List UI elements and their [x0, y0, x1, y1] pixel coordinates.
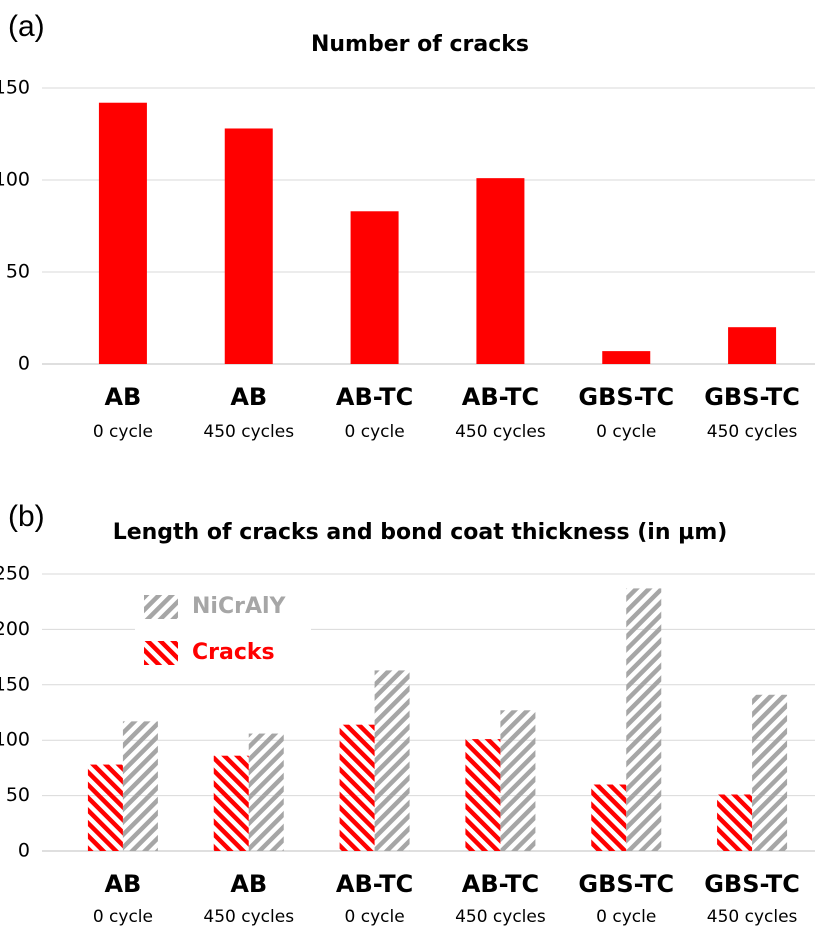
x-tick-sublabel: 450 cycles [455, 907, 546, 927]
y-tick-label: 50 [6, 784, 30, 806]
x-tick-sublabel: 0 cycle [345, 907, 405, 927]
x-tick-sublabel: 450 cycles [707, 907, 798, 927]
bar [500, 710, 536, 851]
x-tick-label: AB [104, 383, 141, 411]
panel-label: (a) [8, 10, 45, 43]
x-tick-sublabel: 450 cycles [203, 422, 294, 442]
bar [339, 724, 375, 851]
legend-label: Cracks [192, 640, 275, 665]
y-tick-label: 150 [0, 673, 30, 695]
x-tick-label: AB-TC [462, 383, 539, 411]
bar [374, 670, 410, 851]
y-tick-label: 100 [0, 729, 30, 751]
x-tick-sublabel: 0 cycle [93, 907, 153, 927]
bar [728, 327, 777, 364]
x-tick-label: GBS-TC [578, 870, 674, 898]
y-tick-label: 250 [0, 563, 30, 585]
x-tick-sublabel: 450 cycles [203, 907, 294, 927]
y-tick-label: 0 [18, 353, 30, 375]
x-tick-label: AB-TC [336, 870, 413, 898]
y-tick-label: 50 [6, 261, 30, 283]
bar [717, 794, 753, 851]
chart-title: Number of cracks [311, 32, 529, 57]
x-tick-label: GBS-TC [704, 870, 800, 898]
bar [224, 128, 273, 364]
x-tick-label: AB [230, 870, 267, 898]
bar [626, 588, 662, 851]
y-tick-label: 100 [0, 169, 30, 191]
legend-swatch [144, 595, 178, 619]
bar [98, 102, 147, 364]
x-tick-label: AB [104, 870, 141, 898]
bar [350, 211, 399, 364]
bar [87, 764, 123, 851]
bar [122, 721, 158, 851]
bar [752, 694, 788, 851]
bar [248, 733, 284, 851]
x-tick-sublabel: 450 cycles [707, 422, 798, 442]
x-tick-sublabel: 450 cycles [455, 422, 546, 442]
x-tick-label: AB-TC [462, 870, 539, 898]
x-tick-label: GBS-TC [578, 383, 674, 411]
x-tick-sublabel: 0 cycle [596, 907, 656, 927]
legend-label: NiCrAlY [192, 594, 287, 619]
bar [465, 739, 501, 851]
chart-title: Length of cracks and bond coat thickness… [113, 520, 728, 545]
x-tick-sublabel: 0 cycle [93, 422, 153, 442]
bar [213, 755, 249, 851]
legend-swatch [144, 641, 178, 665]
x-tick-label: AB-TC [336, 383, 413, 411]
y-tick-label: 0 [18, 840, 30, 862]
x-tick-label: GBS-TC [704, 383, 800, 411]
x-tick-sublabel: 0 cycle [345, 422, 405, 442]
bar [602, 351, 651, 364]
panel-label: (b) [8, 500, 45, 533]
bar [591, 784, 627, 851]
bar [476, 178, 525, 364]
x-tick-sublabel: 0 cycle [596, 422, 656, 442]
y-tick-label: 200 [0, 618, 30, 640]
x-tick-label: AB [230, 383, 267, 411]
y-tick-label: 150 [0, 77, 30, 99]
